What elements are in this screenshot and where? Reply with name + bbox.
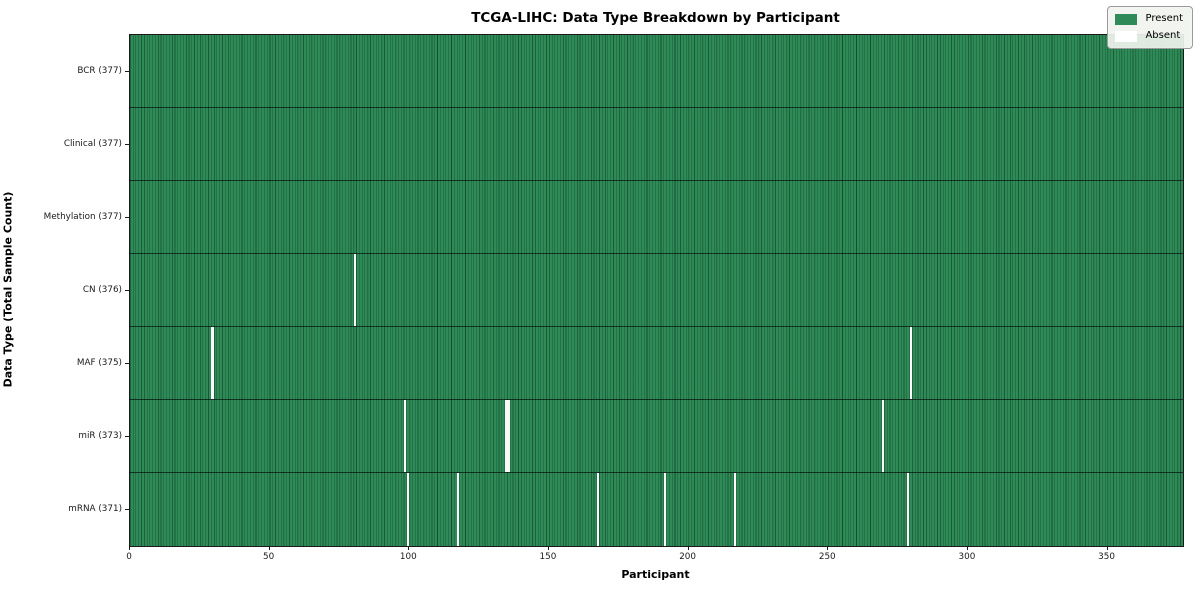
- y-tick-mark: [125, 508, 129, 510]
- x-tick-label: 150: [539, 552, 557, 562]
- y-tick-mark: [125, 362, 129, 364]
- absent-cell: [909, 327, 912, 399]
- legend-entry: Present: [1115, 13, 1183, 25]
- heatmap-row-Clinical: [130, 108, 1183, 181]
- x-tick-mark: [129, 546, 130, 550]
- y-axis-label: Data Type (Total Sample Count): [1, 191, 15, 388]
- heatmap-row-BCR: [130, 35, 1183, 108]
- absent-cell: [404, 400, 407, 472]
- y-tick-label: MAF (375): [76, 357, 122, 368]
- heatmap-row-CN: [130, 254, 1183, 327]
- x-axis-label: Participant: [621, 568, 690, 581]
- legend: Present Absent: [1107, 6, 1193, 49]
- heatmap-row-Methylation: [130, 181, 1183, 254]
- y-tick-mark: [125, 216, 129, 218]
- legend-swatch-present: [1115, 13, 1138, 25]
- x-tick-mark: [547, 546, 549, 550]
- legend-label: Absent: [1145, 30, 1181, 41]
- absent-cell: [353, 254, 356, 326]
- y-tick-label: CN (376): [82, 284, 122, 295]
- absent-cell: [881, 400, 884, 472]
- x-tick-label: 350: [1098, 552, 1115, 562]
- y-tick-label: Methylation (377): [43, 211, 122, 222]
- absent-cell: [507, 400, 510, 472]
- heatmap-row-MAF: [130, 327, 1183, 400]
- y-tick-label: miR (373): [78, 430, 122, 441]
- x-tick-label: 100: [399, 552, 417, 562]
- heatmap-row-mRNA: [130, 473, 1183, 546]
- x-tick-mark: [1106, 546, 1108, 550]
- absent-cell: [663, 473, 666, 546]
- y-tick-mark: [125, 435, 129, 437]
- x-tick-label: 50: [263, 552, 275, 562]
- absent-cell: [457, 473, 460, 546]
- legend-entry: Absent: [1115, 30, 1183, 42]
- x-tick-mark: [966, 546, 968, 550]
- x-tick-mark: [408, 546, 410, 550]
- chart-title: TCGA-LIHC: Data Type Breakdown by Partic…: [471, 10, 840, 26]
- absent-cell: [211, 327, 214, 399]
- legend-swatch-absent: [1115, 30, 1138, 42]
- y-tick-mark: [125, 289, 129, 291]
- heatmap-row-miR: [130, 400, 1183, 473]
- x-tick-label: 250: [818, 552, 836, 562]
- x-tick-label: 0: [126, 552, 132, 562]
- y-tick-label: BCR (377): [77, 65, 122, 76]
- x-tick-mark: [268, 546, 270, 550]
- x-tick-mark: [687, 546, 689, 550]
- absent-cell: [596, 473, 599, 546]
- y-tick-label: Clinical (377): [63, 138, 122, 149]
- y-tick-label: mRNA (371): [68, 503, 122, 514]
- absent-cell: [906, 473, 909, 546]
- x-tick-label: 200: [679, 552, 697, 562]
- y-tick-mark: [125, 143, 129, 145]
- absent-cell: [504, 400, 507, 472]
- absent-cell: [406, 473, 410, 546]
- y-tick-mark: [125, 70, 129, 72]
- legend-label: Present: [1145, 13, 1183, 24]
- heatmap-plot-area: [129, 34, 1184, 547]
- x-tick-label: 300: [958, 552, 976, 562]
- absent-cell: [733, 473, 736, 546]
- x-tick-mark: [827, 546, 829, 550]
